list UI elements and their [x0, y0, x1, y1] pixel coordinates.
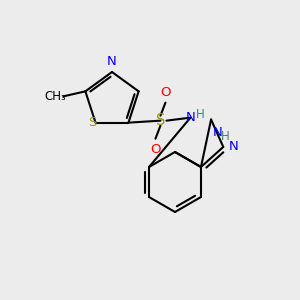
Text: H: H	[221, 130, 230, 142]
Text: S: S	[88, 116, 97, 129]
Text: O: O	[160, 86, 171, 99]
Text: N: N	[186, 111, 195, 124]
Text: N: N	[107, 55, 117, 68]
Text: CH₃: CH₃	[44, 90, 66, 103]
Text: S: S	[156, 113, 165, 128]
Text: O: O	[150, 143, 161, 156]
Text: N: N	[228, 140, 238, 153]
Text: N: N	[213, 125, 223, 139]
Text: H: H	[196, 108, 205, 121]
